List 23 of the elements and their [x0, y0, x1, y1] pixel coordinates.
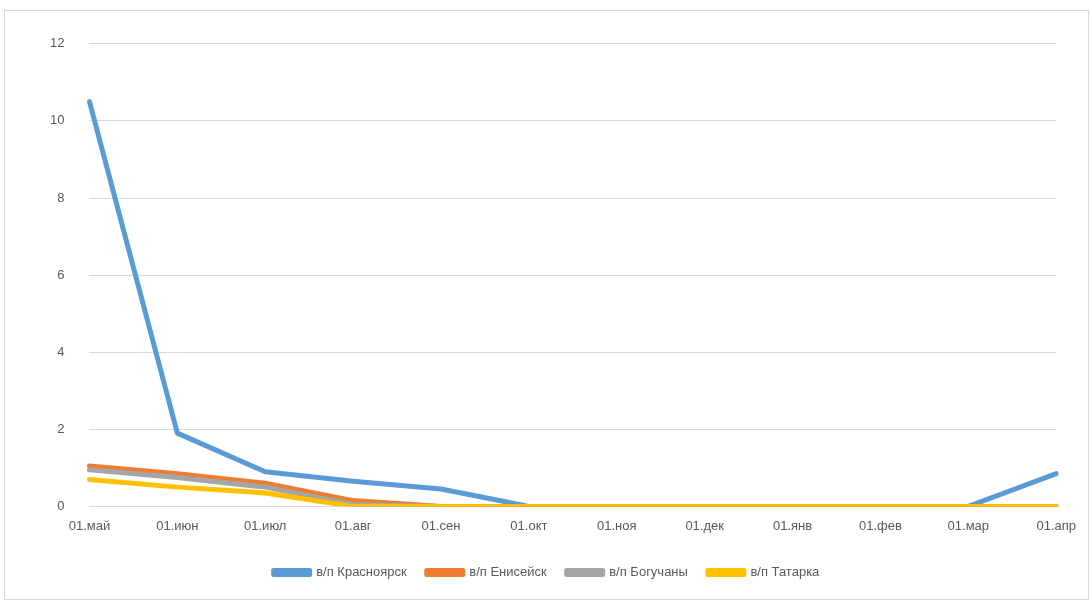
y-tick-label: 10	[49, 112, 65, 128]
y-tick-label: 12	[49, 35, 65, 51]
legend-label: в/п Богучаны	[609, 564, 688, 580]
x-tick-label: 01.июн	[156, 517, 199, 533]
x-tick-label: 01.авг	[334, 517, 372, 533]
legend-label: в/п Татарка	[750, 564, 821, 580]
y-tick-label: 4	[57, 343, 65, 359]
x-tick-label: 01.окт	[510, 517, 548, 533]
legend-label: в/п Енисейск	[469, 564, 548, 580]
x-tick-label: 01.июл	[244, 517, 287, 533]
y-tick-label: 6	[57, 266, 65, 282]
x-tick-label: 01.дек	[685, 517, 725, 533]
x-tick-label: 01.янв	[772, 517, 813, 533]
y-tick-label: 8	[57, 189, 65, 205]
y-tick-label: 2	[57, 420, 65, 436]
x-tick-label: 01.мар	[947, 517, 990, 533]
x-tick-label: 01.сен	[421, 517, 461, 533]
legend-label: в/п Красноярск	[316, 564, 408, 580]
x-tick-label: 01.ноя	[597, 517, 637, 533]
y-tick-label: 0	[57, 497, 65, 513]
x-tick-label: 01.фев	[858, 517, 902, 533]
x-tick-label: 01.май	[68, 517, 111, 533]
x-tick-label: 01.апр	[1036, 517, 1076, 533]
